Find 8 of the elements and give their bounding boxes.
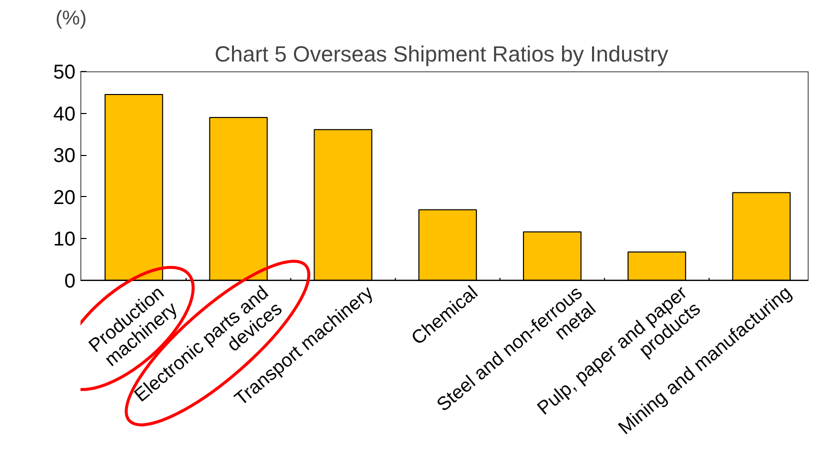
- y-tick-label: 20: [53, 186, 76, 209]
- y-tick-label: 30: [53, 145, 76, 168]
- y-tick-label: 10: [53, 228, 76, 251]
- y-tick-label: 40: [53, 103, 76, 126]
- chart-title: Chart 5 Overseas Shipment Ratios by Industry: [214, 42, 668, 66]
- y-tick-label: 0: [64, 270, 76, 292]
- y-axis-title: (%): [56, 8, 87, 30]
- y-tick-label: 50: [53, 62, 76, 84]
